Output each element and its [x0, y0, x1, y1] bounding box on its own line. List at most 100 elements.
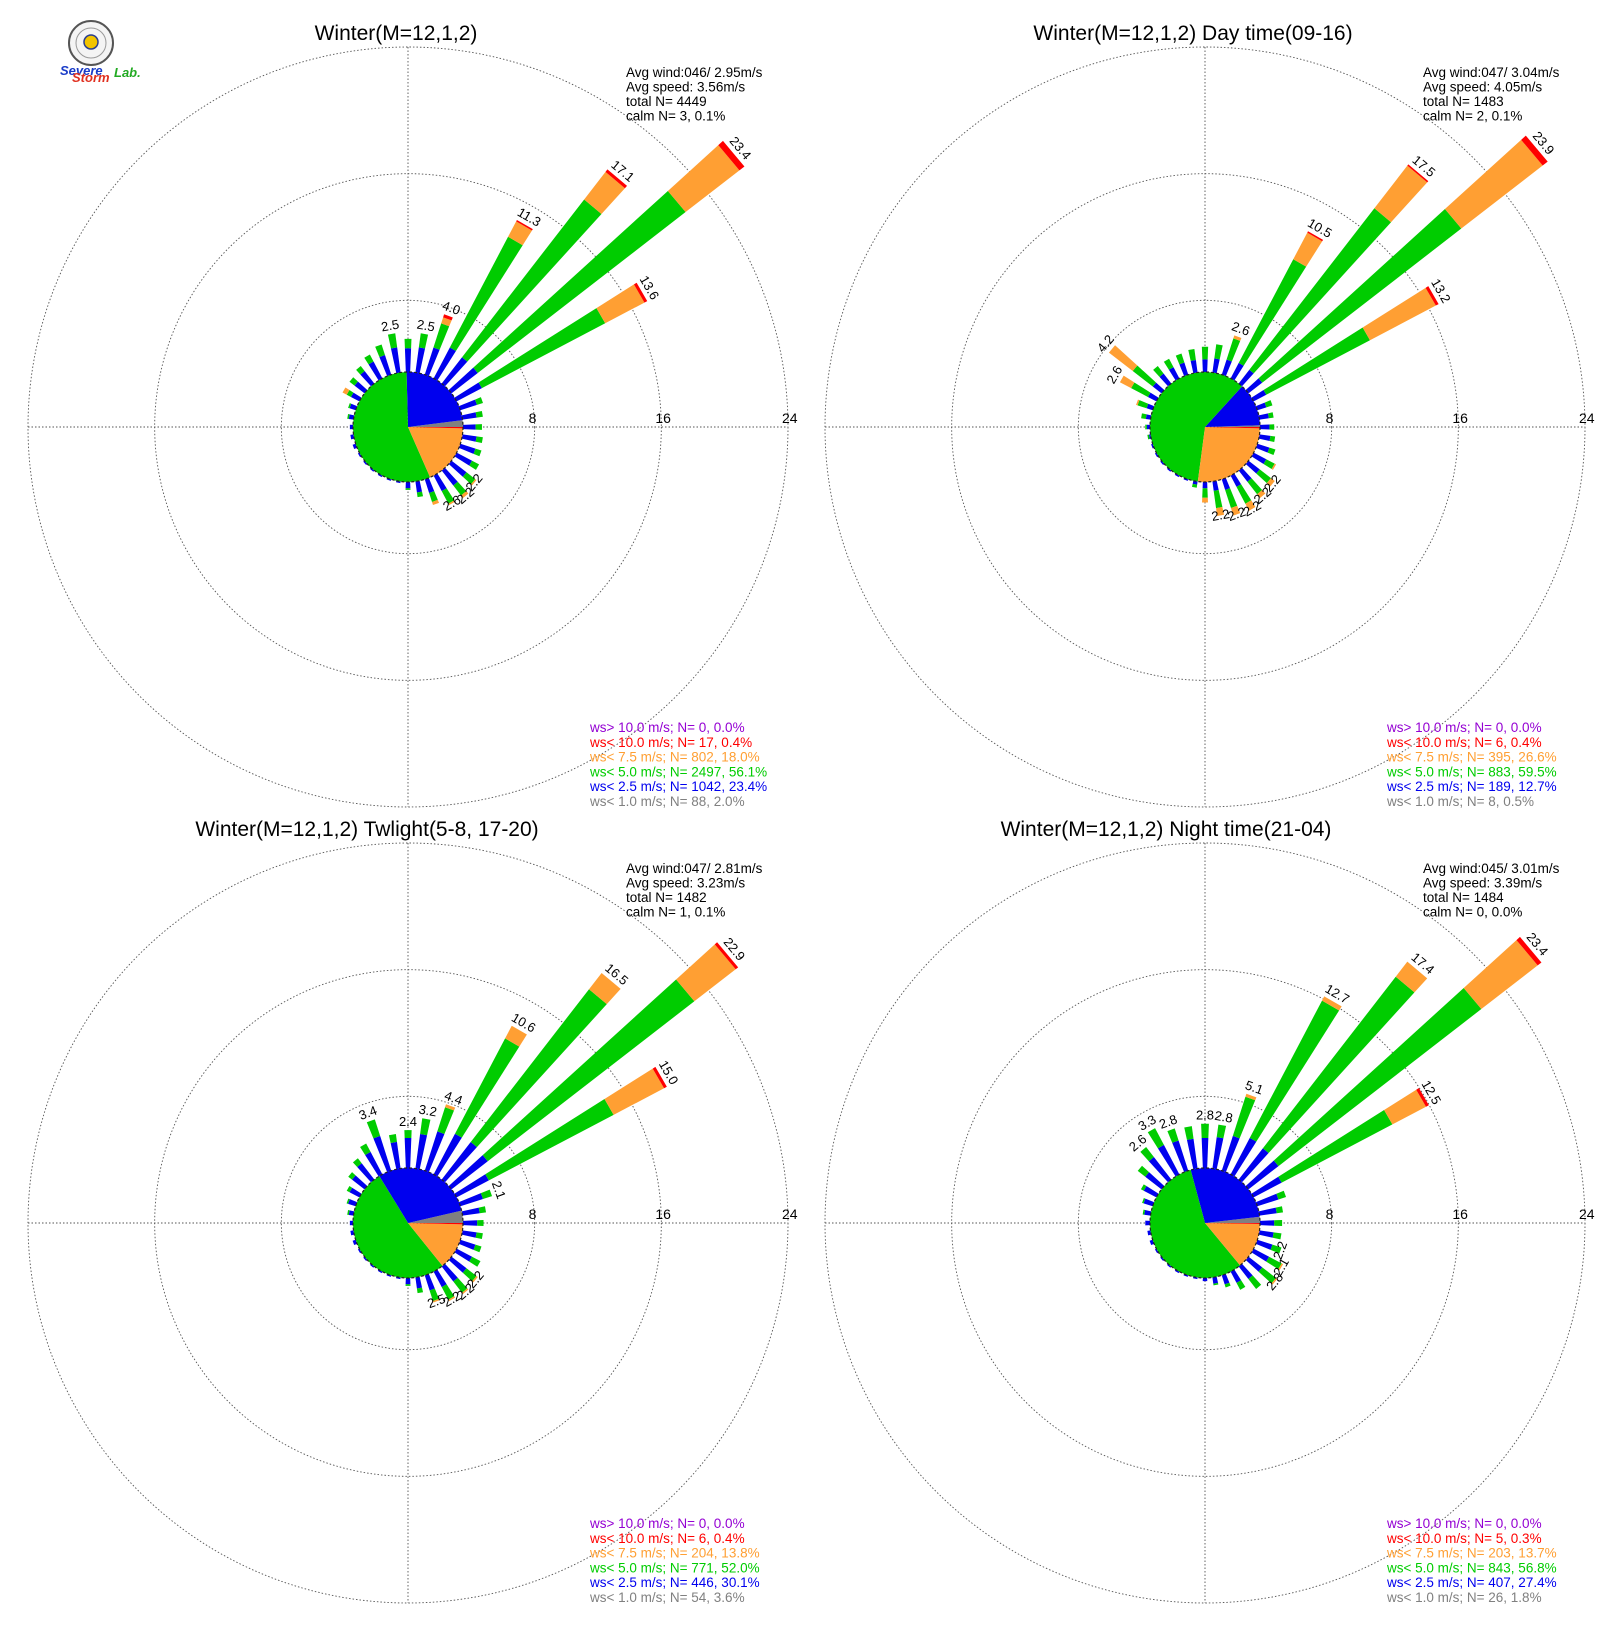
ring-8	[280, 1095, 536, 1351]
bar-segment-g	[478, 1206, 487, 1214]
legend-item: ws< 2.5 m/s; N= 446, 30.1%	[589, 1575, 760, 1590]
bar-segment-b	[369, 1263, 375, 1268]
pie-slice-ws_lt_5	[352, 372, 431, 482]
bar-segment-o	[461, 491, 469, 499]
bar-segment-b	[368, 361, 383, 381]
bar-segment-b	[458, 399, 477, 411]
bar-value-label: 2.1	[489, 1179, 509, 1201]
bar-segment-b	[1255, 443, 1270, 453]
legend-item: ws> 10.0 m/s; N= 0, 0.0%	[589, 1516, 745, 1531]
pie-slice-ws_lt_10	[1205, 427, 1260, 429]
bar-segment-b	[405, 1277, 411, 1285]
ring-8	[1077, 1095, 1333, 1351]
bar-segment-g	[352, 1158, 362, 1168]
bar-segment-g	[1232, 1096, 1256, 1139]
avg-speed: Avg speed: 3.23m/s	[626, 876, 745, 891]
bar-segment-g	[1142, 1197, 1146, 1204]
bar-segment-b	[448, 1256, 467, 1273]
bar-segment-g	[473, 190, 686, 373]
bar-segment-b	[1238, 1263, 1253, 1280]
bar-segment-o	[667, 145, 740, 213]
bar-segment-r	[443, 314, 453, 321]
bar-segment-b	[1146, 403, 1155, 411]
bar-segment-b	[1251, 1248, 1270, 1262]
avg-speed: Avg speed: 3.39m/s	[1423, 876, 1542, 891]
bar-segment-b	[1245, 1160, 1279, 1190]
bar-segment-b	[448, 1155, 488, 1190]
legend-item: ws> 10.0 m/s; N= 0, 0.0%	[1386, 720, 1542, 735]
bar-segment-b	[1212, 1276, 1219, 1284]
bar-segment-g	[404, 1130, 412, 1138]
bar-segment-o	[1463, 940, 1538, 1010]
bar-segment-g	[453, 481, 467, 496]
legend-item: ws> 10.0 m/s; N= 0, 0.0%	[589, 720, 745, 735]
bar-segment-g	[1201, 346, 1209, 360]
bar-segment-g	[469, 1256, 481, 1267]
bar-segment-b	[1212, 480, 1219, 491]
ring-label: 24	[782, 410, 798, 426]
bar-segment-g	[462, 472, 476, 485]
bar-value-label: 2.2	[1270, 1239, 1290, 1261]
bar-segment-g	[429, 491, 438, 503]
bar-segment-g	[475, 424, 482, 430]
pie-outline	[352, 1167, 464, 1279]
bar-segment-b	[461, 1230, 477, 1238]
bar-segment-g	[453, 1277, 468, 1293]
bar-segment-b	[1143, 1186, 1159, 1198]
avg-wind: Avg wind:045/ 3.01m/s	[1423, 861, 1560, 876]
pie-slice-ws_lt_2_5	[379, 1168, 462, 1223]
bar-segment-b	[454, 1248, 473, 1262]
bar-segment-g	[1247, 478, 1263, 495]
bar-segment-g	[346, 1198, 350, 1204]
bar-segment-g	[1147, 1128, 1164, 1149]
bar-value-label: 2.2	[1210, 506, 1230, 524]
bar-segment-b	[373, 1135, 392, 1173]
bar-segment-o	[1108, 345, 1138, 372]
bar-segment-r	[714, 942, 739, 970]
bar-segment-o	[1293, 232, 1323, 267]
bar-value-label: 3.2	[418, 1102, 438, 1120]
ring-label: 24	[1579, 1206, 1595, 1222]
bar-segment-b	[352, 443, 358, 450]
bar-segment-b	[1221, 477, 1231, 490]
bar-segment-g	[1216, 1124, 1227, 1139]
bar-segment-b	[461, 1207, 480, 1216]
pie-slice-ws_lt_1	[1205, 1216, 1260, 1223]
bar-segment-g	[348, 403, 352, 409]
bar-segment-b	[349, 403, 358, 411]
bar-segment-b	[462, 424, 476, 430]
bar-segment-g	[1163, 358, 1174, 370]
bar-segment-b	[441, 1263, 458, 1282]
bar-segment-b	[433, 1133, 462, 1177]
bar-segment-g	[1225, 488, 1238, 509]
bar-segment-g	[1132, 365, 1157, 387]
bar-segment-b	[415, 347, 426, 374]
bar-segment-b	[1212, 1137, 1224, 1170]
bar-segment-b	[357, 1163, 375, 1183]
bar-segment-b	[404, 1137, 412, 1169]
calm-n: calm N= 0, 0.0%	[1423, 905, 1522, 920]
bar-segment-b	[349, 424, 354, 430]
ring-label: 16	[1452, 1206, 1468, 1222]
bar-value-label: 3.4	[357, 1103, 379, 1123]
bar-segment-b	[1160, 460, 1165, 466]
legend-item: ws< 10.0 m/s; N= 17, 0.4%	[589, 735, 752, 750]
bar-segment-o	[1245, 1093, 1257, 1101]
bar-segment-b	[1147, 392, 1159, 402]
bar-segment-b	[454, 382, 482, 402]
pie-slice-ws_lt_1	[408, 420, 463, 427]
bar-segment-g	[1278, 1110, 1393, 1183]
bar-segment-o	[342, 387, 350, 395]
bar-segment-b	[354, 381, 368, 394]
bar-segment-o	[462, 1288, 469, 1295]
bar-segment-o	[676, 944, 736, 1002]
bar-segment-g	[416, 491, 424, 498]
bar-segment-g	[1258, 209, 1462, 383]
bar-value-label: 2.5	[416, 317, 436, 335]
bar-segment-b	[1251, 452, 1267, 464]
bar-segment-b	[1238, 1148, 1269, 1183]
bar-segment-g	[1213, 1282, 1219, 1286]
bar-segment-g	[1145, 424, 1147, 430]
bar-segment-o	[432, 499, 440, 506]
bar-segment-o	[1245, 500, 1256, 511]
